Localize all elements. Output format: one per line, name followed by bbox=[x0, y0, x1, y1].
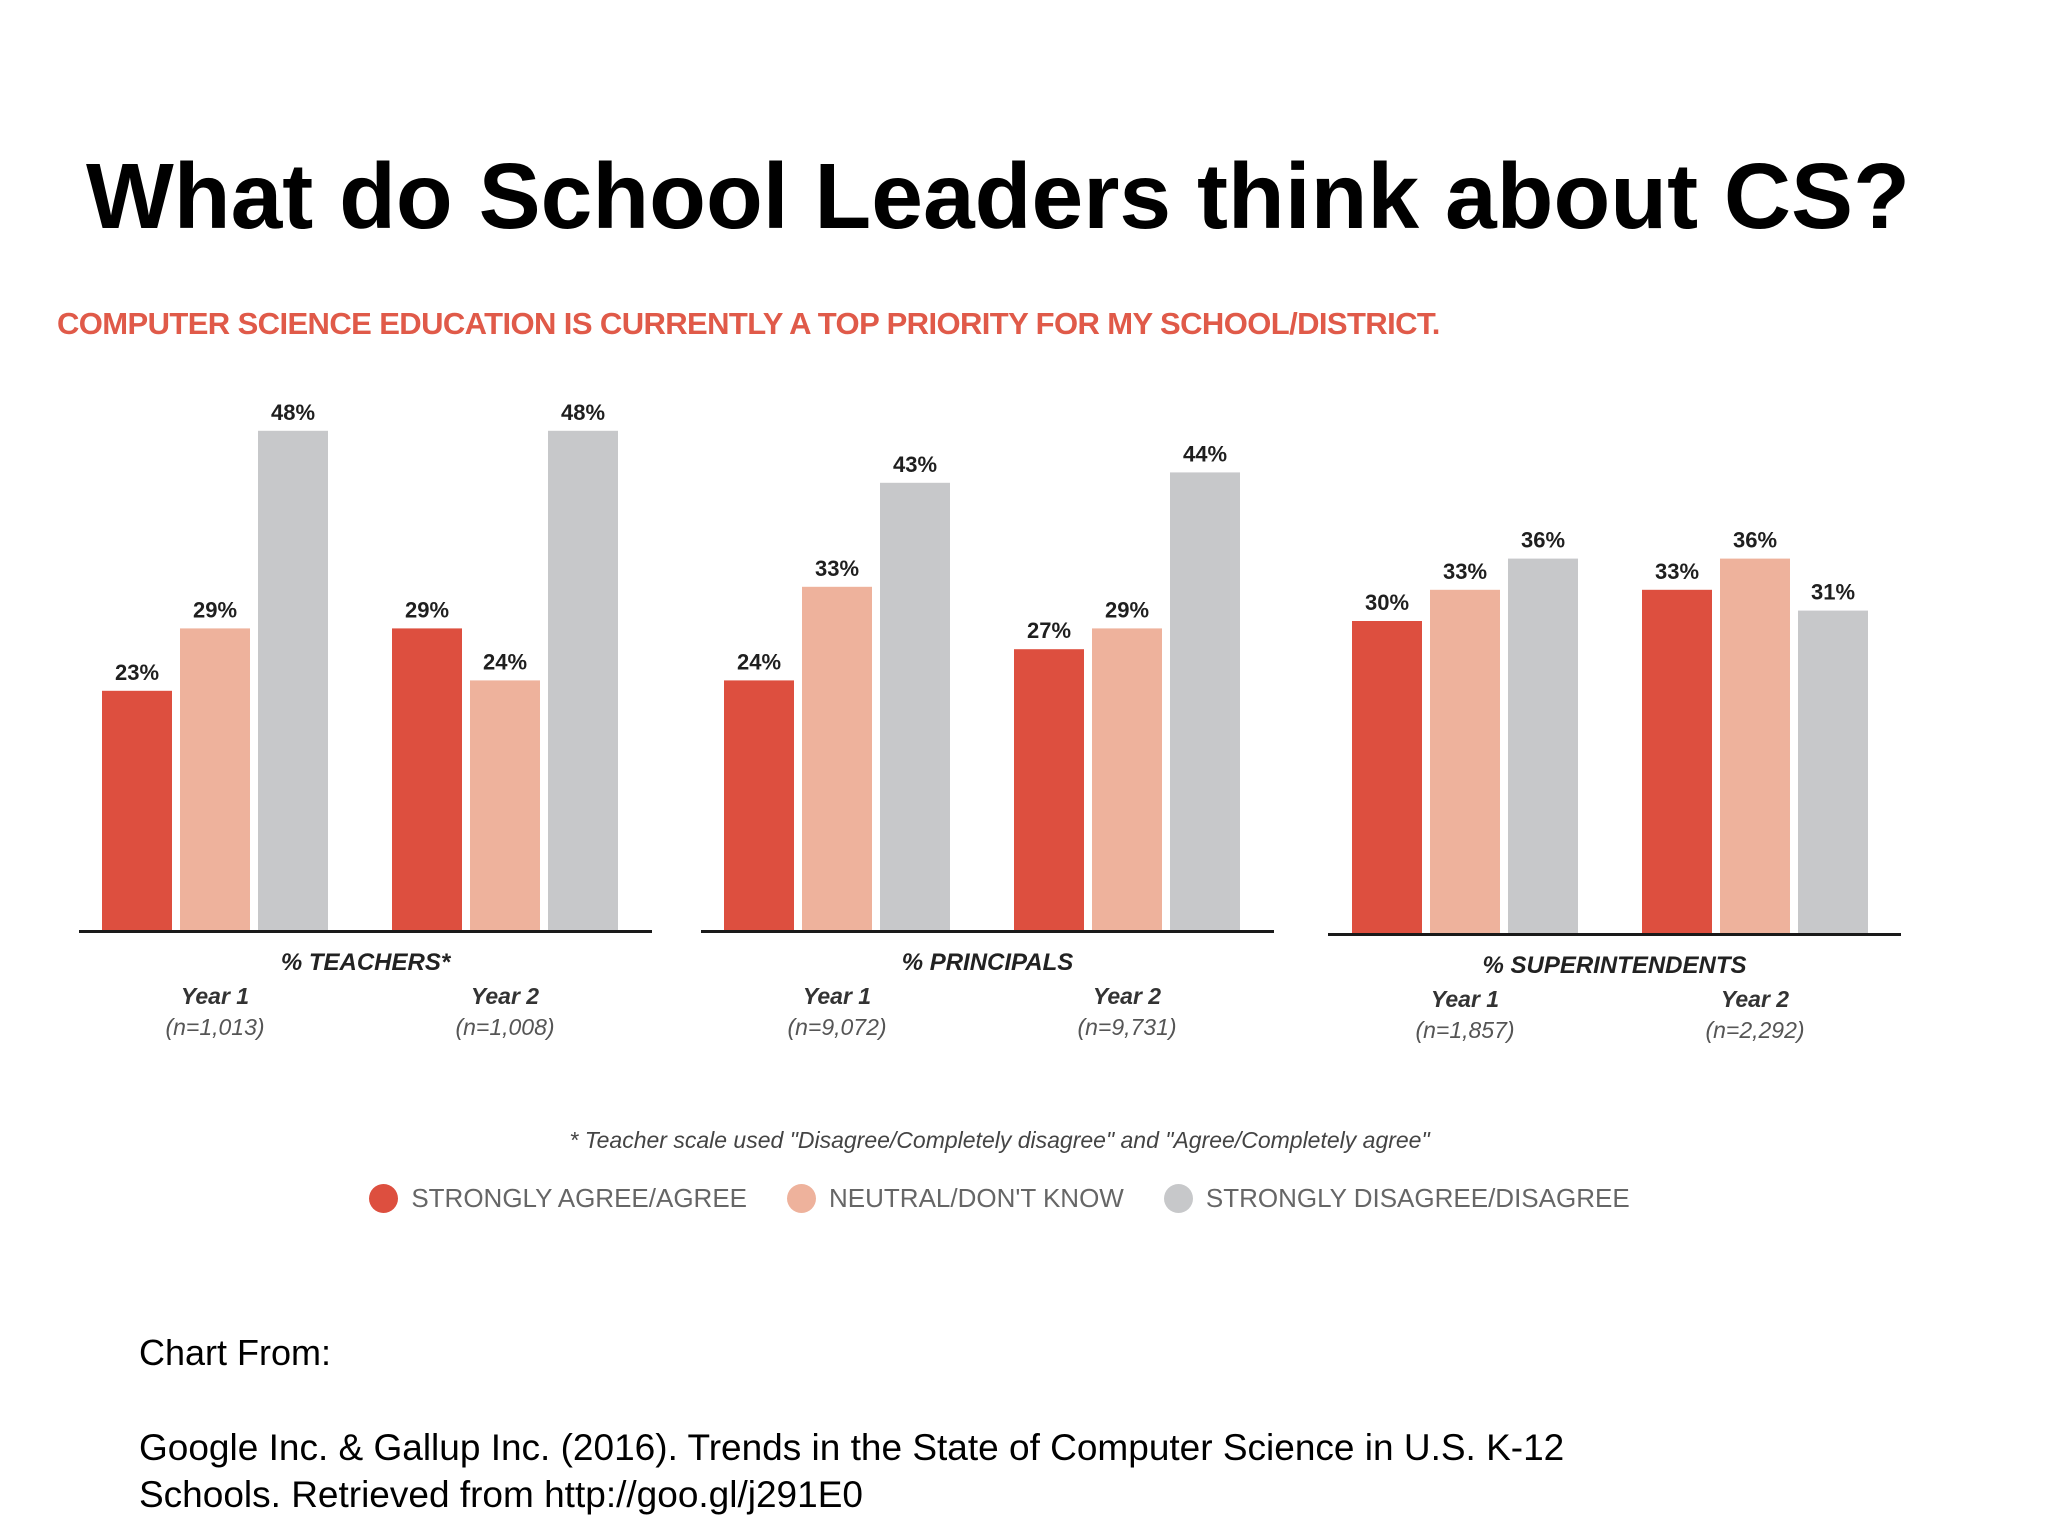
tick-label-teachers-year2: Year 2 bbox=[471, 983, 539, 1009]
legend-item-agree: STRONGLY AGREE/AGREE bbox=[369, 1183, 747, 1214]
tick-label-superintendents-year1: Year 1 bbox=[1431, 986, 1499, 1012]
data-label-superintendents-year1-series2: 33% bbox=[1443, 559, 1487, 584]
bar-teachers-year2-series1 bbox=[392, 628, 462, 930]
panel-label-principals: % PRINCIPALS bbox=[902, 949, 1074, 976]
data-label-teachers-year1-series2: 29% bbox=[193, 597, 237, 622]
bar-principals-year1-series2 bbox=[802, 586, 872, 930]
tick-label-principals-year2: Year 2 bbox=[1093, 983, 1161, 1009]
chart-title: COMPUTER SCIENCE EDUCATION IS CURRENTLY … bbox=[57, 306, 1440, 341]
bar-superintendents-year1-series2 bbox=[1430, 589, 1500, 933]
data-label-teachers-year1-series1: 23% bbox=[115, 660, 159, 685]
bar-teachers-year1-series1 bbox=[102, 690, 172, 930]
data-label-principals-year1-series3: 43% bbox=[893, 452, 937, 477]
data-label-teachers-year2-series1: 29% bbox=[405, 597, 449, 622]
chart-legend: STRONGLY AGREE/AGREE NEUTRAL/DON'T KNOW … bbox=[0, 1183, 1999, 1214]
sample-size-superintendents-year1: (n=1,857) bbox=[1415, 1017, 1514, 1043]
data-label-teachers-year1-series3: 48% bbox=[271, 400, 315, 425]
data-label-superintendents-year2-series3: 31% bbox=[1811, 580, 1855, 605]
legend-item-neutral: NEUTRAL/DON'T KNOW bbox=[787, 1183, 1124, 1214]
bar-principals-year2-series1 bbox=[1014, 649, 1084, 930]
source-citation-line-2: Schools. Retrieved from http://goo.gl/j2… bbox=[139, 1474, 863, 1515]
bar-principals-year2-series2 bbox=[1092, 628, 1162, 930]
bar-superintendents-year1-series3 bbox=[1508, 558, 1578, 933]
bar-principals-year2-series3 bbox=[1170, 472, 1240, 930]
bar-superintendents-year2-series1 bbox=[1642, 589, 1712, 933]
bar-superintendents-year2-series3 bbox=[1798, 610, 1868, 933]
source-citation-line-1: Google Inc. & Gallup Inc. (2016). Trends… bbox=[139, 1427, 1565, 1468]
sample-size-principals-year1: (n=9,072) bbox=[787, 1014, 886, 1040]
sample-size-superintendents-year2: (n=2,292) bbox=[1705, 1017, 1804, 1043]
data-label-superintendents-year1-series3: 36% bbox=[1521, 528, 1565, 553]
data-label-superintendents-year1-series1: 30% bbox=[1365, 590, 1409, 615]
legend-label-disagree: STRONGLY DISAGREE/DISAGREE bbox=[1205, 1183, 1630, 1213]
sample-size-principals-year2: (n=9,731) bbox=[1077, 1014, 1176, 1040]
data-label-superintendents-year2-series2: 36% bbox=[1733, 528, 1777, 553]
data-label-superintendents-year2-series1: 33% bbox=[1655, 559, 1699, 584]
legend-item-disagree: STRONGLY DISAGREE/DISAGREE bbox=[1163, 1183, 1630, 1214]
slide-title: What do School Leaders think about CS? bbox=[86, 144, 1910, 248]
data-label-principals-year2-series3: 44% bbox=[1183, 441, 1227, 466]
bar-teachers-year1-series2 bbox=[180, 628, 250, 930]
panel-label-superintendents: % SUPERINTENDENTS bbox=[1482, 952, 1746, 979]
bar-superintendents-year1-series1 bbox=[1352, 621, 1422, 933]
tick-label-superintendents-year2: Year 2 bbox=[1721, 986, 1789, 1012]
bar-teachers-year2-series3 bbox=[548, 430, 618, 930]
bar-principals-year1-series3 bbox=[880, 482, 950, 930]
panel-label-teachers: % TEACHERS* bbox=[281, 949, 452, 976]
legend-swatch-disagree bbox=[1163, 1184, 1193, 1213]
sample-size-teachers-year2: (n=1,008) bbox=[455, 1014, 554, 1040]
data-label-principals-year1-series2: 33% bbox=[815, 556, 859, 581]
bar-superintendents-year2-series2 bbox=[1720, 558, 1790, 933]
bar-teachers-year1-series3 bbox=[258, 430, 328, 930]
data-label-principals-year2-series2: 29% bbox=[1105, 597, 1149, 622]
legend-swatch-agree bbox=[369, 1184, 399, 1213]
tick-label-teachers-year1: Year 1 bbox=[181, 983, 249, 1009]
legend-label-neutral: NEUTRAL/DON'T KNOW bbox=[829, 1183, 1124, 1213]
bar-chart: 23% 29% 48% Year 1 (n=1,013) 29% 24% 48% Year 2 (… bbox=[79, 400, 1901, 1043]
data-label-teachers-year2-series2: 24% bbox=[483, 649, 527, 674]
chart-footnote: * Teacher scale used "Disagree/Completel… bbox=[569, 1127, 1430, 1153]
sample-size-teachers-year1: (n=1,013) bbox=[165, 1014, 264, 1040]
tick-label-principals-year1: Year 1 bbox=[803, 983, 871, 1009]
data-label-teachers-year2-series3: 48% bbox=[561, 400, 605, 425]
data-label-principals-year1-series1: 24% bbox=[737, 649, 781, 674]
bar-principals-year1-series1 bbox=[724, 680, 794, 930]
data-label-principals-year2-series1: 27% bbox=[1027, 618, 1071, 643]
legend-swatch-neutral bbox=[787, 1184, 817, 1213]
legend-label-agree: STRONGLY AGREE/AGREE bbox=[411, 1183, 748, 1213]
bar-teachers-year2-series2 bbox=[470, 680, 540, 930]
source-heading: Chart From: bbox=[139, 1332, 332, 1373]
